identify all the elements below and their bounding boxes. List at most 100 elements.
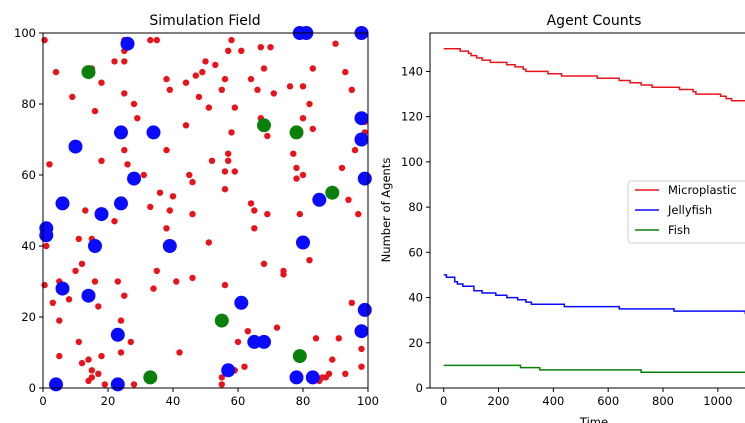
- microplastic-marker: [293, 175, 300, 182]
- fish-count-line: [443, 364, 745, 373]
- x-tick-label: 1000: [703, 394, 732, 408]
- microplastic-marker: [221, 75, 229, 83]
- x-tick-label: 0: [39, 394, 46, 408]
- jellyfish-marker: [88, 239, 102, 253]
- microplastic-marker: [114, 278, 122, 285]
- jellyfish-marker: [68, 139, 83, 154]
- y-tick-label: 0: [29, 381, 36, 395]
- fish-marker: [325, 185, 340, 200]
- y-tick-label: 100: [14, 26, 36, 40]
- microplastic-marker: [355, 210, 362, 218]
- fish-marker: [143, 370, 158, 385]
- jellyfish-marker: [354, 111, 369, 126]
- microplastic-marker: [124, 161, 131, 168]
- simulation-field-plot-area: [42, 32, 369, 389]
- microplastic-marker: [163, 146, 170, 154]
- microplastic-marker: [218, 86, 225, 94]
- microplastic-marker: [241, 363, 248, 370]
- microplastic-marker: [72, 267, 79, 275]
- x-tick-label: 100: [357, 394, 379, 408]
- microplastic-marker: [121, 292, 128, 299]
- x-tick-label: 40: [166, 394, 181, 408]
- microplastic-marker: [163, 225, 170, 232]
- microplastic-marker: [212, 61, 219, 69]
- microplastic-marker: [182, 122, 190, 129]
- microplastic-marker: [166, 207, 173, 214]
- microplastic-marker: [176, 349, 183, 356]
- microplastic-marker: [117, 349, 125, 356]
- microplastic-marker: [121, 146, 128, 154]
- y-tick-label: 100: [401, 155, 423, 169]
- jellyfish-marker: [357, 171, 372, 186]
- microplastic-marker: [218, 374, 225, 381]
- microplastic-marker: [238, 47, 245, 54]
- microplastic-marker: [234, 338, 242, 346]
- agent-counts-chart: Agent Counts 0 200 400 600 800 1000 0 20 40 60 80 1…: [379, 13, 745, 423]
- jellyfish-marker: [354, 132, 369, 147]
- microplastic-marker: [306, 257, 313, 264]
- jellyfish-marker: [234, 295, 249, 310]
- x-tick-label: 60: [231, 394, 246, 408]
- y-tick-label: 140: [401, 64, 423, 78]
- microplastic-marker: [221, 168, 229, 175]
- microplastic-marker: [280, 271, 287, 278]
- microplastic-marker: [335, 335, 342, 342]
- microplastic-marker: [173, 278, 180, 285]
- microplastic-marker: [286, 83, 294, 90]
- microplastic-marker: [98, 352, 105, 360]
- jellyfish-marker: [114, 196, 128, 211]
- microplastic-marker: [293, 164, 300, 172]
- microplastic-marker: [247, 75, 255, 83]
- microplastic-marker: [228, 36, 235, 44]
- microplastic-marker: [147, 203, 154, 211]
- y-tick-label: 40: [408, 291, 423, 305]
- fish-marker: [214, 313, 229, 328]
- y-tick-label: 20: [408, 336, 423, 350]
- microplastic-marker: [85, 356, 92, 363]
- microplastic-marker: [130, 381, 138, 388]
- microplastic-marker: [156, 189, 164, 196]
- y-tick-label: 60: [408, 245, 423, 259]
- microplastic-marker: [254, 86, 261, 94]
- microplastic-marker: [299, 115, 307, 122]
- y-tick-label: 40: [21, 239, 36, 253]
- x-tick-label: 600: [597, 394, 619, 408]
- microplastic-marker: [309, 65, 316, 72]
- microplastic-marker: [202, 58, 209, 65]
- jellyfish-marker: [312, 192, 327, 207]
- microplastic-marker: [351, 146, 359, 154]
- y-tick-label: 20: [21, 310, 36, 324]
- jellyfish-count-line: [443, 274, 745, 315]
- microplastic-marker: [228, 129, 235, 136]
- microplastic-marker: [267, 44, 274, 51]
- microplastic-marker: [189, 178, 196, 186]
- microplastic-count-line: [443, 48, 745, 102]
- microplastic-marker: [348, 299, 355, 306]
- microplastic-marker: [56, 317, 63, 324]
- microplastic-marker: [98, 79, 105, 86]
- agent-counts-y-axis-label: Number of Agents: [379, 158, 393, 263]
- microplastic-marker: [166, 86, 173, 94]
- microplastic-marker: [127, 338, 134, 346]
- microplastic-marker: [358, 363, 365, 370]
- microplastic-marker: [88, 374, 96, 381]
- microplastic-marker: [264, 210, 271, 218]
- jellyfish-marker: [247, 334, 262, 349]
- microplastic-marker: [41, 36, 48, 44]
- jellyfish-marker: [305, 370, 320, 385]
- microplastic-marker: [153, 36, 160, 44]
- jellyfish-marker: [110, 377, 125, 392]
- microplastic-marker: [98, 157, 105, 164]
- x-tick-label: 0: [440, 394, 447, 408]
- microplastic-marker: [91, 107, 99, 115]
- microplastic-marker: [75, 235, 83, 243]
- microplastic-marker: [205, 104, 212, 111]
- jellyfish-marker: [357, 302, 372, 317]
- microplastic-marker: [332, 40, 339, 47]
- legend-label-fish: Fish: [668, 223, 690, 237]
- microplastic-marker: [189, 210, 196, 218]
- x-tick-label: 200: [488, 394, 510, 408]
- microplastic-marker: [342, 370, 349, 377]
- jellyfish-marker: [120, 36, 135, 51]
- microplastic-marker: [270, 90, 277, 97]
